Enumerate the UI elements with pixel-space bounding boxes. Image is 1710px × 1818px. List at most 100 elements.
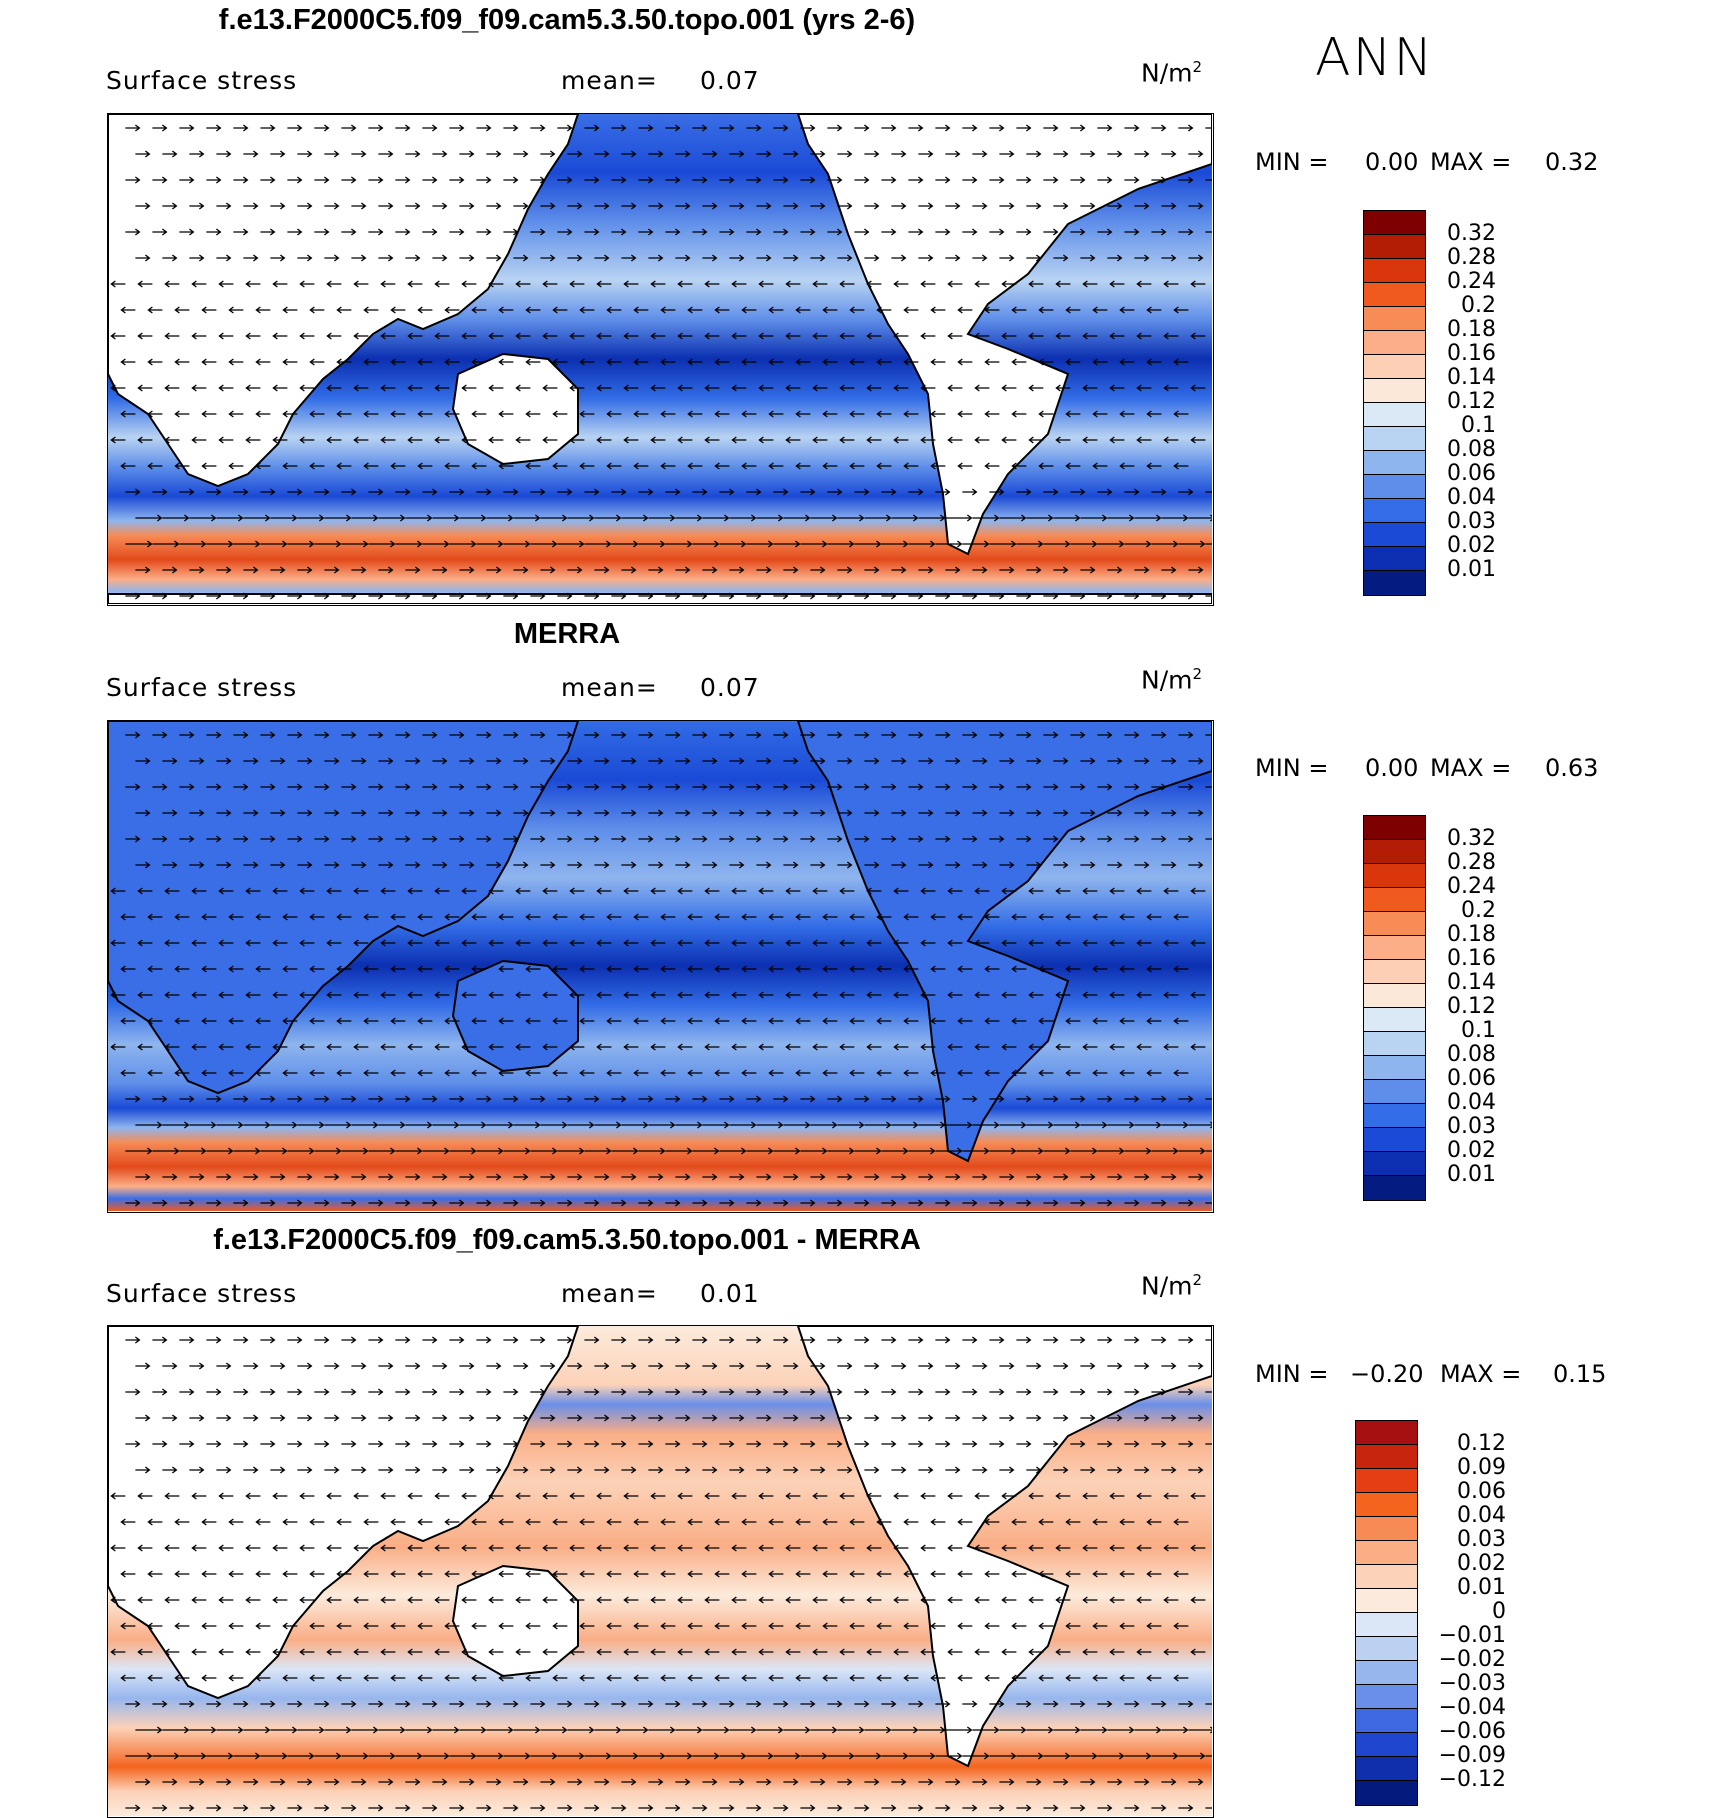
panel3-vector-arrow [287, 1700, 303, 1708]
panel3-vector-arrow [287, 1752, 315, 1760]
panel3-vector-arrow [395, 1388, 411, 1396]
panel1-vector-arrow [606, 462, 622, 470]
panel2-vector-arrow [228, 1017, 244, 1025]
panel2-variable: Surface stress [106, 673, 298, 702]
panel3-vector-arrow [515, 1648, 531, 1656]
panel3-vector-arrow [422, 1804, 438, 1812]
panel2-vector-arrow [677, 939, 693, 947]
panel1-vector-arrow [1038, 462, 1054, 470]
panel2-vector-arrow [486, 1121, 514, 1129]
panel3-vector-arrow [957, 1622, 973, 1630]
panel2-vector-arrow [299, 991, 315, 999]
panel3-vector-arrow [557, 1752, 585, 1760]
panel3-vector-arrow [702, 1778, 718, 1786]
panel1-vector-arrow [515, 280, 531, 288]
panel3-vector-arrow [461, 1492, 477, 1500]
panel3-vector-arrow [810, 1362, 826, 1370]
panel1-vector-arrow [692, 176, 708, 184]
panel2-vector-arrow [1124, 1095, 1140, 1103]
panel1-vector-arrow [714, 306, 730, 314]
panel3-vector-arrow [638, 1752, 666, 1760]
panel1-vector-arrow [864, 150, 880, 158]
panel1-vector-arrow [164, 332, 180, 340]
panel2-vector-arrow [216, 861, 232, 869]
panel2-colorbar-tick: 0.06 [1447, 1066, 1496, 1091]
panel1-vector-arrow [837, 150, 853, 158]
panel2-vector-arrow [675, 1121, 703, 1129]
panel3-vector-arrow [282, 1570, 298, 1578]
panel1-vector-arrow [677, 436, 693, 444]
panel2-vector-arrow [837, 1121, 865, 1129]
panel2-vector-arrow [1134, 809, 1150, 817]
panel3-vector-arrow [488, 1544, 504, 1552]
panel3-vector-arrow [714, 1570, 730, 1578]
panel1-colorbar-tick: 0.06 [1447, 461, 1496, 486]
panel2-vector-arrow [243, 809, 259, 817]
panel2-vector-arrow [486, 809, 502, 817]
panel2-vector-arrow [351, 861, 367, 869]
panel1-colorbar-tick: 0.1 [1461, 413, 1496, 438]
panel3-vector-arrow [515, 1596, 531, 1604]
panel2-vector-arrow [989, 1199, 1005, 1207]
panel3-vector-arrow [444, 1518, 460, 1526]
panel3-vector-arrow [839, 1492, 855, 1500]
panel2-vector-arrow [891, 1121, 919, 1129]
panel2-vector-arrow [390, 913, 406, 921]
panel2-vector-arrow [1151, 783, 1167, 791]
panel1-vector-arrow [1082, 436, 1098, 444]
panel3-vector-arrow [147, 1622, 163, 1630]
panel3-vector-arrow [891, 1778, 907, 1786]
panel2-vector-arrow [810, 809, 826, 817]
panel1-vector-arrow [621, 150, 637, 158]
panel1-vector-arrow [660, 462, 676, 470]
panel3-vector-arrow [918, 1726, 946, 1734]
panel3-vector-arrow [903, 1622, 919, 1630]
panel2-vector-arrow [1011, 1017, 1027, 1025]
panel3-vector-arrow [974, 1492, 990, 1500]
panel2-vector-arrow [449, 1095, 465, 1103]
panel1-vector-arrow [368, 176, 384, 184]
panel2-colorbar-tick: 0.32 [1447, 826, 1496, 851]
panel1-vector-arrow [638, 592, 654, 600]
panel2-vector-arrow [881, 783, 897, 791]
panel2-vector-arrow [930, 1017, 946, 1025]
panel1-vector-arrow [827, 124, 843, 132]
panel1-vector-arrow [120, 306, 136, 314]
panel1-vector-arrow [702, 202, 718, 210]
panel2-vector-arrow [260, 783, 276, 791]
panel1-vector-arrow [1038, 358, 1054, 366]
panel3-vector-arrow [1134, 1414, 1150, 1422]
panel1-vector-arrow [459, 566, 475, 574]
panel1-vector-arrow [255, 358, 271, 366]
panel1-vector-arrow [422, 540, 450, 548]
panel1-vector-arrow [785, 280, 801, 288]
panel3-vector-arrow [704, 1544, 720, 1552]
panel3-vector-arrow [783, 1414, 799, 1422]
panel3-vector-arrow [206, 1804, 222, 1812]
panel2-vector-arrow [660, 965, 676, 973]
panel3-vector-arrow [351, 1726, 379, 1734]
panel1-vector-arrow [557, 176, 573, 184]
panel2-vector-arrow [162, 1121, 190, 1129]
panel2-vector-arrow [999, 861, 1015, 869]
panel3-vector-arrow [540, 1726, 568, 1734]
panel1-vector-arrow [147, 306, 163, 314]
panel1-vector-arrow [1119, 358, 1135, 366]
panel3-vector-arrow [422, 1388, 438, 1396]
panel2-vector-arrow [1151, 835, 1167, 843]
panel1-vector-arrow [488, 384, 504, 392]
panel2-vector-arrow [135, 757, 151, 765]
panel3-vector-arrow [675, 1362, 691, 1370]
panel3-vector-arrow [569, 1648, 585, 1656]
panel3-vector-arrow [1124, 1804, 1140, 1812]
panel3-vector-arrow [1038, 1674, 1054, 1682]
panel1-vector-arrow [903, 462, 919, 470]
panel1-vector-arrow [1178, 124, 1194, 132]
panel3-vector-arrow [218, 1596, 234, 1604]
panel2-vector-arrow [1082, 887, 1098, 895]
panel3-vector-arrow [908, 1752, 936, 1760]
panel1-vector-arrow [918, 514, 946, 522]
panel2-vector-arrow [260, 731, 276, 739]
panel3-vector-arrow [746, 1804, 762, 1812]
panel2-colorbar-swatch [1364, 888, 1425, 912]
